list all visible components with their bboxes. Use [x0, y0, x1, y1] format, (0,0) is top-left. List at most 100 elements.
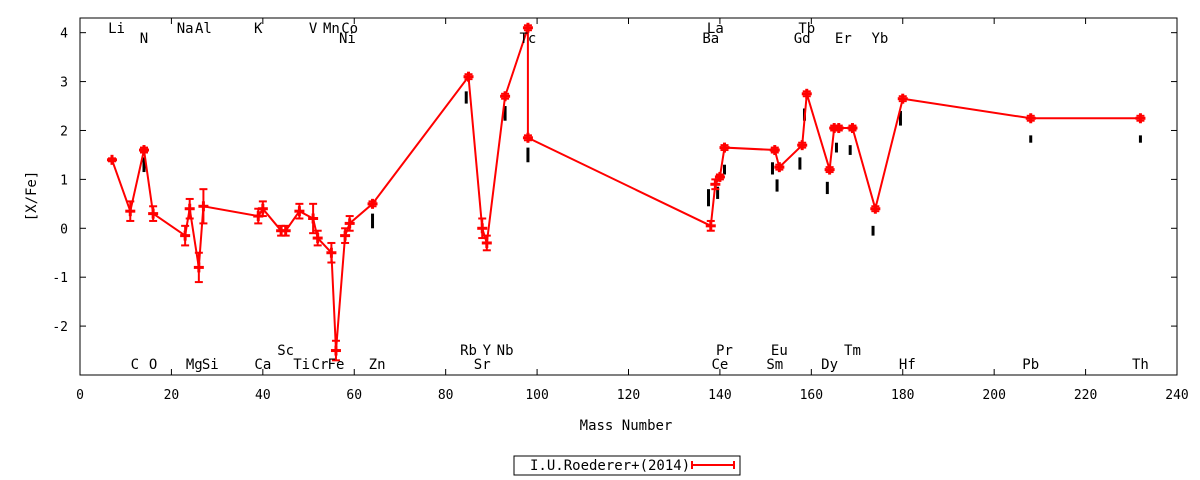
data-point — [344, 215, 355, 232]
element-label: Pr — [716, 343, 733, 359]
element-label: Sr — [474, 357, 491, 373]
data-point — [824, 164, 835, 175]
element-label: Rb — [460, 343, 477, 359]
element-label: Tc — [520, 31, 537, 47]
data-point — [870, 203, 881, 214]
x-tick-label: 40 — [255, 388, 271, 403]
x-tick-label: 80 — [438, 388, 454, 403]
data-point — [522, 132, 533, 143]
element-label: Eu — [771, 343, 788, 359]
element-label: Li — [108, 21, 125, 37]
x-tick-label: 180 — [891, 388, 914, 403]
element-label: Sc — [277, 343, 294, 359]
element-label: Si — [202, 357, 219, 373]
x-tick-label: 100 — [525, 388, 548, 403]
element-label: Yb — [871, 31, 888, 47]
data-point — [280, 224, 291, 237]
y-tick-label: 4 — [60, 27, 68, 42]
data-point — [719, 142, 730, 153]
legend: I.U.Roederer+(2014) — [513, 455, 741, 476]
data-point — [367, 198, 378, 209]
data-point — [257, 200, 268, 218]
data-point — [125, 200, 136, 222]
series-layer — [106, 22, 1146, 362]
x-tick-label: 60 — [346, 388, 362, 403]
data-point — [198, 188, 209, 225]
data-point — [148, 205, 159, 222]
data-point — [769, 145, 780, 156]
element-label: Ca — [254, 357, 271, 373]
data-point — [312, 229, 323, 247]
data-point — [184, 197, 195, 220]
data-point — [193, 251, 204, 284]
element-label: N — [140, 31, 148, 47]
plot-frame — [79, 17, 1178, 376]
data-point — [106, 154, 117, 165]
element-label: Tb — [798, 21, 815, 37]
element-label: La — [707, 21, 724, 37]
data-point — [138, 145, 149, 156]
data-point — [294, 202, 305, 220]
element-label: Tm — [844, 343, 861, 359]
data-point — [477, 217, 488, 240]
element-label: Dy — [821, 357, 838, 373]
x-tick-label: 160 — [800, 388, 823, 403]
data-point — [833, 123, 844, 134]
data-point — [180, 224, 191, 247]
x-tick-label: 200 — [982, 388, 1005, 403]
x-tick-label: 0 — [76, 388, 84, 403]
x-tick-label: 140 — [708, 388, 731, 403]
element-label: Ni — [339, 31, 356, 47]
element-label: Cr — [312, 357, 329, 373]
y-tick-label: -2 — [52, 320, 68, 335]
data-point — [797, 140, 808, 151]
series-line — [111, 27, 1141, 351]
x-tick-label: 120 — [617, 388, 640, 403]
element-label: Er — [835, 31, 852, 47]
legend-label: I.U.Roederer+(2014) — [530, 458, 690, 474]
element-label: Sm — [766, 357, 783, 373]
element-label: Na — [177, 21, 194, 37]
y-tick-label: 3 — [60, 76, 68, 91]
data-point — [308, 202, 319, 235]
element-label: Pb — [1022, 357, 1039, 373]
element-label: Fe — [328, 357, 345, 373]
data-point — [522, 22, 533, 33]
y-axis-title: [X/Fe] — [24, 171, 40, 222]
element-label: Ti — [293, 357, 310, 373]
x-tick-label: 240 — [1165, 388, 1188, 403]
element-label: Hf — [899, 357, 916, 373]
data-point — [897, 93, 908, 104]
element-label: Nb — [497, 343, 514, 359]
data-point — [1025, 113, 1036, 124]
y-tick-label: -1 — [52, 271, 68, 286]
element-label: K — [254, 21, 263, 37]
data-point — [774, 162, 785, 173]
data-point — [705, 219, 716, 232]
data-point — [710, 178, 721, 191]
data-point — [801, 88, 812, 99]
y-tick-label: 1 — [60, 173, 68, 188]
element-label: C — [131, 357, 139, 373]
x-tick-label: 220 — [1074, 388, 1097, 403]
element-label: V — [309, 21, 318, 37]
x-axis-title: Mass Number — [580, 418, 673, 434]
element-label: O — [149, 357, 157, 373]
axes-layer: 0 20 40 60 80 100 120 140 160 180 200 220 240 -2 -1 0 1 2… — [52, 17, 1189, 403]
data-point — [500, 91, 511, 102]
isotope-markers-layer — [142, 91, 1142, 236]
data-point — [330, 339, 341, 362]
element-label: Th — [1132, 357, 1149, 373]
x-tick-label: 20 — [164, 388, 180, 403]
element-label: Mg — [186, 357, 203, 373]
element-label: Mn — [323, 21, 340, 37]
element-label: Y — [483, 343, 492, 359]
element-label: Ce — [711, 357, 728, 373]
element-label: Ba — [702, 31, 719, 47]
element-label: Co — [341, 21, 358, 37]
y-tick-label: 0 — [60, 222, 68, 237]
element-label: Al — [195, 21, 212, 37]
data-point — [1135, 113, 1146, 124]
